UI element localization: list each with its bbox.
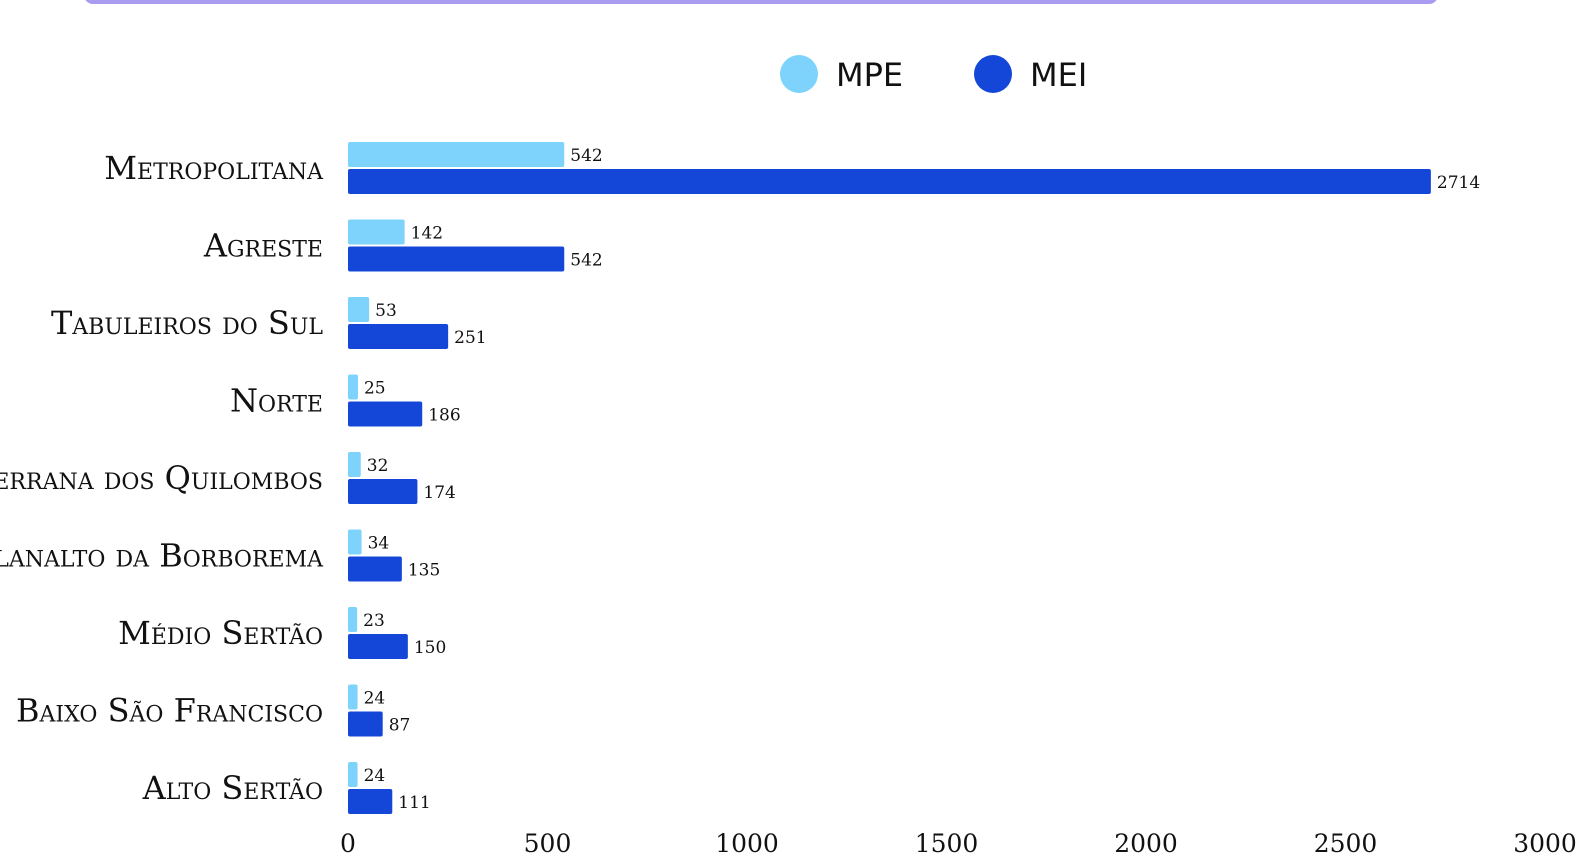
bars <box>348 142 1431 814</box>
category-label-serrana-dos-quilombos: Serrana dos Quilombos <box>0 459 323 497</box>
category-label-agreste: Agreste <box>203 227 323 265</box>
data-label-mpe-medio-sertao: 23 <box>363 611 385 631</box>
data-labels: 542 2714 142 542 53 251 25 186 32 174 34 135 23 150 24… <box>363 146 1480 813</box>
bar-mei-serrana-dos-quilombos <box>348 479 418 504</box>
category-label-metropolitana: Metropolitana <box>104 149 324 187</box>
legend-swatch-mpe <box>780 55 818 93</box>
data-label-mei-serrana-dos-quilombos: 174 <box>423 483 455 503</box>
data-label-mei-alto-sertao: 111 <box>398 793 430 813</box>
data-label-mei-tabuleiros-do-sul: 251 <box>454 328 486 348</box>
data-label-mpe-baixo-sao-francisco: 24 <box>364 689 386 709</box>
x-tick-label-1000: 1000 <box>715 829 779 858</box>
x-tick-label-0: 0 <box>340 829 356 858</box>
data-label-mpe-norte: 25 <box>364 379 386 399</box>
bar-mei-medio-sertao <box>348 634 408 659</box>
bar-mei-tabuleiros-do-sul <box>348 324 449 349</box>
data-label-mei-agreste: 542 <box>570 251 602 271</box>
bar-mpe-norte <box>348 374 358 400</box>
x-tick-label-2500: 2500 <box>1314 829 1378 858</box>
data-label-mei-medio-sertao: 150 <box>414 638 446 658</box>
bar-mei-metropolitana <box>348 169 1431 194</box>
data-label-mpe-agreste: 142 <box>411 224 443 244</box>
legend-label-mei: MEI <box>1030 56 1087 94</box>
bar-mei-agreste <box>348 246 565 272</box>
data-label-mpe-tabuleiros-do-sul: 53 <box>375 301 397 321</box>
bar-mei-norte <box>348 401 423 427</box>
x-tick-label-3000: 3000 <box>1513 829 1577 858</box>
data-label-mpe-serrana-dos-quilombos: 32 <box>367 456 389 476</box>
x-tick-label-2000: 2000 <box>1114 829 1178 858</box>
data-label-mei-baixo-sao-francisco: 87 <box>389 716 411 736</box>
data-label-mei-norte: 186 <box>428 406 460 426</box>
bar-mpe-serrana-dos-quilombos <box>348 452 361 477</box>
category-label-alto-sertao: Alto Sertão <box>142 769 323 807</box>
legend: MPE MEI <box>780 55 1087 94</box>
bar-mei-baixo-sao-francisco <box>348 711 383 737</box>
data-label-mei-metropolitana: 2714 <box>1437 173 1480 193</box>
bar-mpe-alto-sertao <box>348 762 358 787</box>
x-tick-label-500: 500 <box>524 829 572 858</box>
x-axis-ticks: 0 500 1000 1500 2000 2500 3000 <box>340 829 1577 858</box>
category-label-medio-sertao: Médio Sertão <box>118 614 323 652</box>
data-label-mpe-metropolitana: 542 <box>570 146 602 166</box>
bar-mei-alto-sertao <box>348 789 393 814</box>
legend-swatch-mei <box>974 55 1012 93</box>
bar-mpe-tabuleiros-do-sul <box>348 297 370 322</box>
category-label-planalto-da-borborema: Planalto da Borborema <box>0 537 324 575</box>
bar-mpe-agreste <box>348 219 405 245</box>
category-label-norte: Norte <box>230 382 323 420</box>
legend-label-mpe: MPE <box>836 56 903 94</box>
data-label-mei-planalto-da-borborema: 135 <box>408 561 440 581</box>
bar-mpe-medio-sertao <box>348 607 358 632</box>
bar-mpe-metropolitana <box>348 142 565 167</box>
x-tick-label-1500: 1500 <box>915 829 979 858</box>
data-label-mpe-planalto-da-borborema: 34 <box>368 534 390 554</box>
data-label-mpe-alto-sertao: 24 <box>364 766 386 786</box>
category-labels: Metropolitana Agreste Tabuleiros do Sul Nor… <box>0 149 324 807</box>
category-label-baixo-sao-francisco: Baixo São Francisco <box>16 692 323 730</box>
bar-mpe-baixo-sao-francisco <box>348 684 358 710</box>
category-label-tabuleiros-do-sul: Tabuleiros do Sul <box>51 304 323 342</box>
bar-mpe-planalto-da-borborema <box>348 529 362 555</box>
bar-mei-planalto-da-borborema <box>348 556 402 582</box>
